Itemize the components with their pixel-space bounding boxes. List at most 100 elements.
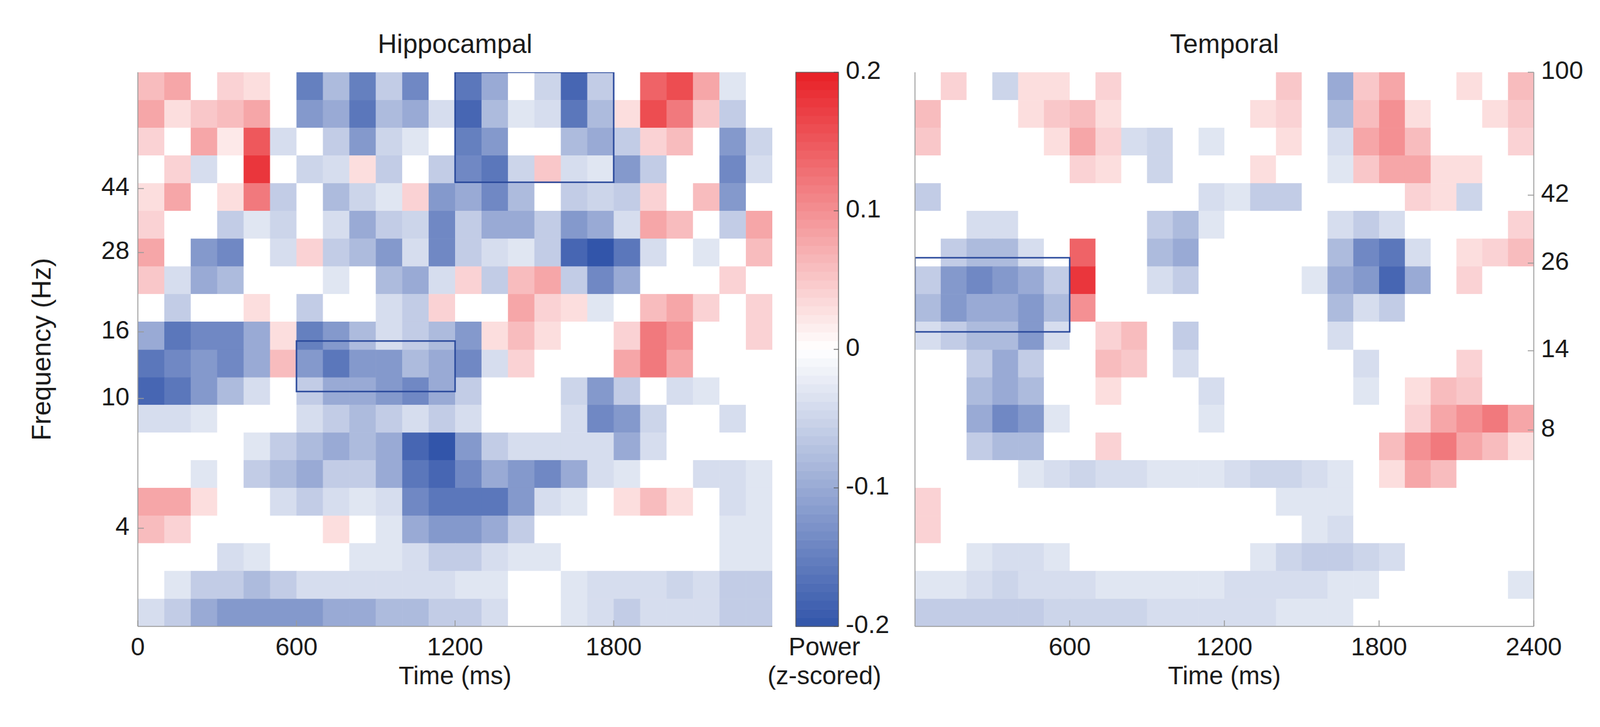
heatmap-cell	[1224, 432, 1251, 460]
heatmap-cell	[613, 293, 642, 322]
heatmap-cell	[534, 487, 562, 516]
heatmap-cell	[587, 487, 615, 516]
heatmap-cell	[402, 459, 430, 489]
heatmap-cell	[1121, 293, 1148, 322]
heatmap-cell	[992, 349, 1019, 378]
heatmap-cell	[1430, 377, 1457, 406]
y-tick-label: 4	[115, 511, 130, 540]
x-tick	[137, 620, 139, 627]
heatmap-cell	[455, 377, 483, 406]
colorbar-tick	[833, 625, 839, 627]
heatmap-cell	[243, 127, 271, 156]
heatmap-cell	[1456, 598, 1483, 627]
heatmap-cell	[217, 542, 245, 572]
heatmap-cell	[481, 72, 509, 101]
heatmap-cell	[1224, 321, 1251, 350]
heatmap-cell	[428, 598, 456, 627]
heatmap-cell	[561, 542, 589, 572]
heatmap-cell	[1043, 210, 1070, 239]
heatmap-cell	[1069, 542, 1096, 572]
heatmap-cell	[966, 238, 993, 267]
heatmap-cell	[270, 293, 298, 322]
heatmap-cell	[1379, 598, 1405, 627]
heatmap-cell	[639, 377, 667, 406]
heatmap-cell	[613, 515, 642, 543]
heatmap-cell	[375, 127, 403, 156]
heatmap-cell	[992, 487, 1019, 516]
heatmap-cell	[322, 515, 350, 543]
heatmap-cell	[1172, 487, 1199, 516]
heatmap-cell	[375, 459, 403, 489]
heatmap-cell	[322, 99, 350, 129]
heatmap-cell	[1353, 349, 1380, 378]
heatmap-cell	[1276, 155, 1303, 184]
heatmap-cell	[1224, 210, 1251, 239]
heatmap-cell	[1043, 127, 1070, 156]
y-axis-line	[137, 72, 139, 627]
heatmap-cell	[402, 321, 430, 350]
heatmap-cell	[455, 127, 483, 156]
heatmap-cell	[639, 570, 667, 599]
heatmap-cell	[481, 99, 509, 129]
y-axis-title: Frequency (Hz)	[26, 257, 56, 441]
heatmap-cell	[1250, 155, 1277, 184]
roi-box	[296, 340, 456, 392]
heatmap-cell	[402, 432, 430, 460]
heatmap-cell	[719, 99, 747, 129]
heatmap-cell	[745, 598, 773, 627]
heatmap-cell	[534, 210, 562, 239]
colorbar-swatch	[795, 505, 839, 515]
heatmap-cell	[639, 321, 667, 350]
heatmap-cell	[692, 238, 720, 267]
heatmap-cell	[1172, 349, 1199, 378]
heatmap-cell	[992, 570, 1019, 599]
heatmap-cell	[481, 404, 509, 433]
y-tick-label: 100	[1541, 55, 1584, 85]
heatmap-cell	[587, 542, 615, 572]
heatmap-cell	[1507, 321, 1534, 350]
heatmap-cell	[190, 127, 218, 156]
heatmap-cell	[940, 487, 967, 516]
heatmap-cell	[1017, 155, 1044, 184]
heatmap-cell	[1224, 266, 1251, 294]
heatmap-cell	[1224, 570, 1251, 599]
heatmap-cell	[1353, 598, 1380, 627]
heatmap-cell	[534, 72, 562, 101]
heatmap-cell	[481, 155, 509, 184]
heatmap-cell	[296, 487, 324, 516]
heatmap-cell	[1302, 238, 1328, 267]
heatmap-cell	[1302, 487, 1328, 516]
colorbar-swatch	[795, 574, 839, 584]
heatmap-cell	[243, 377, 271, 406]
heatmap-cell	[164, 487, 192, 516]
heatmap-cell	[692, 182, 720, 211]
heatmap-cell	[940, 404, 967, 433]
heatmap-cell	[1198, 321, 1225, 350]
y-axis-line	[1533, 72, 1535, 627]
heatmap-cell	[349, 321, 377, 350]
colorbar-swatch	[795, 262, 839, 272]
heatmap-cell	[914, 182, 941, 211]
heatmap-cell	[914, 404, 941, 433]
heatmap-cell	[1147, 293, 1174, 322]
heatmap-cell	[613, 127, 642, 156]
heatmap-cell	[692, 487, 720, 516]
heatmap-cell	[1302, 155, 1328, 184]
heatmap-cell	[1250, 598, 1277, 627]
heatmap-cell	[1276, 238, 1303, 267]
heatmap-cell	[1353, 542, 1380, 572]
heatmap-cell	[1482, 349, 1508, 378]
heatmap-cell	[719, 542, 747, 572]
heatmap-cell	[1353, 515, 1380, 543]
heatmap-cell	[1069, 377, 1096, 406]
heatmap-cell	[639, 266, 667, 294]
heatmap-cell	[1430, 459, 1457, 489]
heatmap-cell	[1379, 459, 1405, 489]
heatmap-cell	[243, 99, 271, 129]
heatmap-cell	[1095, 266, 1122, 294]
heatmap-cell	[561, 377, 589, 406]
heatmap-cell	[137, 155, 165, 184]
heatmap-cell	[481, 266, 509, 294]
heatmap-cell	[534, 598, 562, 627]
heatmap-cell	[1276, 542, 1303, 572]
